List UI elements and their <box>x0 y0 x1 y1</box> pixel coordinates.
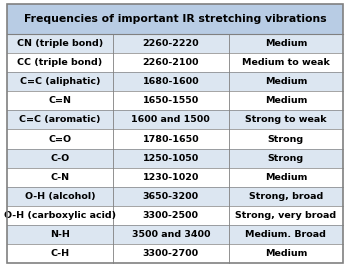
Text: O-H (carboxylic acid): O-H (carboxylic acid) <box>4 211 116 220</box>
Text: 3500 and 3400: 3500 and 3400 <box>132 230 210 239</box>
Bar <box>7 4 343 34</box>
Text: 3300-2500: 3300-2500 <box>143 211 199 220</box>
Text: 2260-2100: 2260-2100 <box>142 58 199 67</box>
Text: 2260-2220: 2260-2220 <box>142 39 199 48</box>
Text: Strong, broad: Strong, broad <box>249 192 323 201</box>
Text: Medium: Medium <box>265 77 307 86</box>
Bar <box>7 129 343 149</box>
Text: Strong to weak: Strong to weak <box>245 115 327 124</box>
Text: C=N: C=N <box>48 96 71 105</box>
Text: Medium: Medium <box>265 173 307 182</box>
Text: 1600 and 1500: 1600 and 1500 <box>131 115 210 124</box>
Text: 1230-1020: 1230-1020 <box>142 173 199 182</box>
Text: 3650-3200: 3650-3200 <box>143 192 199 201</box>
Text: Strong: Strong <box>268 154 304 163</box>
Text: CC (triple bond): CC (triple bond) <box>17 58 103 67</box>
Bar <box>7 72 343 91</box>
Text: C-H: C-H <box>50 249 70 258</box>
Text: 3300-2700: 3300-2700 <box>143 249 199 258</box>
Text: 1250-1050: 1250-1050 <box>143 154 199 163</box>
Bar <box>7 168 343 187</box>
Text: Medium: Medium <box>265 39 307 48</box>
Text: C=C (aliphatic): C=C (aliphatic) <box>20 77 100 86</box>
Text: Strong: Strong <box>268 135 304 144</box>
Text: Medium: Medium <box>265 96 307 105</box>
Bar <box>7 53 343 72</box>
Text: C-N: C-N <box>50 173 70 182</box>
Text: 1680-1600: 1680-1600 <box>142 77 199 86</box>
Text: Strong, very broad: Strong, very broad <box>235 211 336 220</box>
Bar <box>7 206 343 225</box>
Bar <box>7 110 343 129</box>
Text: Medium. Broad: Medium. Broad <box>245 230 326 239</box>
Text: N-H: N-H <box>50 230 70 239</box>
Text: 1650-1550: 1650-1550 <box>143 96 199 105</box>
Text: Medium: Medium <box>265 249 307 258</box>
Text: Frequencies of important IR stretching vibrations: Frequencies of important IR stretching v… <box>24 14 326 24</box>
Text: C=C (aromatic): C=C (aromatic) <box>19 115 101 124</box>
Bar <box>7 187 343 206</box>
Bar <box>7 91 343 110</box>
Text: O-H (alcohol): O-H (alcohol) <box>25 192 95 201</box>
Bar <box>7 244 343 263</box>
Bar <box>7 225 343 244</box>
Text: CN (triple bond): CN (triple bond) <box>17 39 103 48</box>
Text: Medium to weak: Medium to weak <box>242 58 330 67</box>
Bar <box>7 149 343 168</box>
Bar <box>7 34 343 53</box>
Text: C-O: C-O <box>50 154 70 163</box>
Text: 1780-1650: 1780-1650 <box>142 135 199 144</box>
Text: C=O: C=O <box>48 135 71 144</box>
